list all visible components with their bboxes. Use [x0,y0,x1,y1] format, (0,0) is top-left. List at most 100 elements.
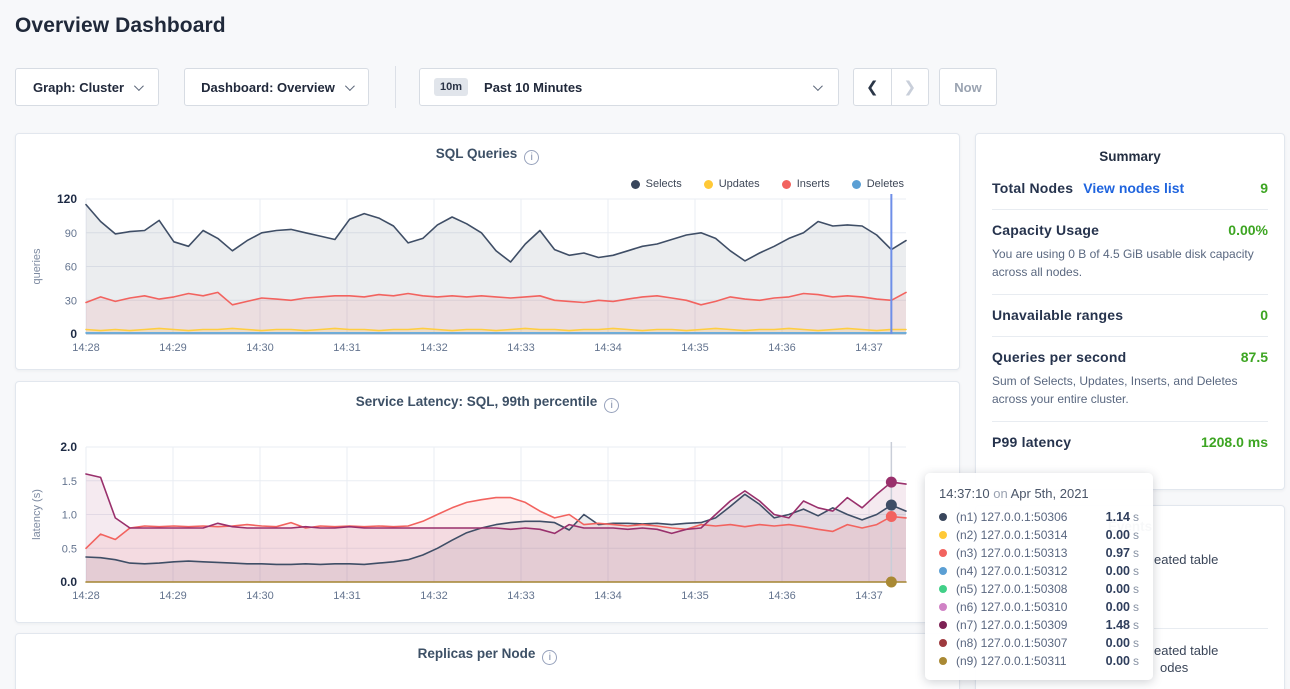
legend-item-deletes[interactable]: Deletes [852,178,904,190]
tooltip-row: (n2) 127.0.0.1:503140.00s [939,526,1139,544]
chart-card-replicas-per-node: Replicas per Node i [15,633,960,689]
summary-label: Unavailable ranges [992,307,1123,323]
node-label: (n6) 127.0.0.1:50310 [956,600,1106,614]
event-fragment: odes [1160,660,1188,675]
legend-label: Inserts [797,178,830,190]
node-color-dot [939,531,947,539]
chevron-down-icon [813,81,823,91]
x-tick-label: 14:34 [594,342,622,354]
dashboard-dropdown[interactable]: Dashboard: Overview [184,68,369,106]
legend-label: Selects [646,178,682,190]
summary-item: Unavailable ranges0 [992,295,1268,337]
tooltip-row: (n3) 127.0.0.1:503130.97s [939,544,1139,562]
legend-label: Updates [719,178,760,190]
x-tick-label: 14:30 [246,342,274,354]
x-tick-label: 14:28 [72,342,100,354]
series-area-Inserts [86,292,906,334]
time-range-picker[interactable]: 10m Past 10 Minutes [419,68,839,106]
hover-dot-(n3) 127.0.0.1:50313 [886,511,897,522]
sql-queries-chart[interactable]: 14:2814:2914:3014:3114:3214:3314:3414:35… [16,134,959,362]
graph-dropdown[interactable]: Graph: Cluster [15,68,159,106]
x-tick-label: 14:30 [246,590,274,602]
x-tick-label: 14:36 [768,342,796,354]
summary-description: You are using 0 B of 4.5 GiB usable disk… [992,245,1268,281]
time-range-label: Past 10 Minutes [484,80,582,95]
x-tick-label: 14:36 [768,590,796,602]
summary-label: P99 latency [992,434,1071,450]
next-time-button[interactable]: ❯ [892,69,929,105]
x-tick-label: 14:35 [681,342,709,354]
node-latency-value: 0.97 [1106,546,1130,560]
graph-dropdown-label: Graph: Cluster [33,80,124,95]
hover-dot-(n7) 127.0.0.1:50309 [886,477,897,488]
y-tick-label: 30 [65,295,77,307]
x-tick-label: 14:32 [420,342,448,354]
sql-queries-plot-area[interactable]: 14:2814:2914:3014:3114:3214:3314:3414:35… [16,134,961,362]
summary-item: Queries per second87.5Sum of Selects, Up… [992,337,1268,422]
x-tick-label: 14:35 [681,590,709,602]
summary-value: 9 [1260,180,1268,196]
node-color-dot [939,585,947,593]
node-color-dot [939,603,947,611]
x-tick-label: 14:33 [507,590,535,602]
node-latency-value: 0.00 [1106,528,1130,542]
tooltip-row: (n1) 127.0.0.1:503061.14s [939,508,1139,526]
summary-item: P99 latency 1208.0 ms [992,422,1268,463]
prev-time-button[interactable]: ❮ [854,69,892,105]
chart-title-text: SQL Queries [436,146,518,161]
y-tick-label: 2.0 [60,440,77,454]
node-latency-value: 0.00 [1106,600,1130,614]
tooltip-row: (n5) 127.0.0.1:503080.00s [939,580,1139,598]
node-latency-value: 1.14 [1106,510,1130,524]
legend-item-selects[interactable]: Selects [631,178,682,190]
legend-dot [852,180,861,189]
node-latency-unit: s [1133,582,1139,596]
chart-title: Service Latency: SQL, 99th percentilei [16,394,959,413]
info-icon[interactable]: i [604,398,619,413]
chevron-down-icon [134,81,144,91]
y-axis-unit-label: queries [31,248,43,285]
chart-hover-tooltip: 14:37:10 on Apr 5th, 2021 (n1) 127.0.0.1… [925,473,1153,680]
summary-items: Total Nodes View nodes list 9 Capacity Usag… [992,168,1268,463]
legend-dot [631,180,640,189]
service-latency-chart[interactable]: 14:2814:2914:3014:3114:3214:3314:3414:35… [16,382,959,610]
tooltip-row: (n6) 127.0.0.1:503100.00s [939,598,1139,616]
chart-title-text: Replicas per Node [418,646,536,661]
node-color-dot [939,567,947,575]
x-tick-label: 14:37 [855,342,883,354]
info-icon[interactable]: i [542,650,557,665]
legend-item-inserts[interactable]: Inserts [782,178,830,190]
hover-dot-(n1) 127.0.0.1:50306 [886,500,897,511]
event-fragment: eated table [1154,643,1218,658]
service-latency-plot-area[interactable]: 14:2814:2914:3014:3114:3214:3314:3414:35… [16,382,961,610]
summary-description: Sum of Selects, Updates, Inserts, and De… [992,372,1268,408]
tooltip-date: Apr 5th, 2021 [1011,486,1089,501]
node-color-dot [939,621,947,629]
summary-item: Capacity Usage0.00%You are using 0 B of … [992,210,1268,295]
summary-item: Total Nodes View nodes list 9 [992,168,1268,210]
y-tick-label: 1.5 [62,476,77,488]
tooltip-row: (n8) 127.0.0.1:503070.00s [939,634,1139,652]
time-range-badge: 10m [434,78,468,96]
x-tick-label: 14:31 [333,342,361,354]
now-button[interactable]: Now [939,68,997,106]
node-latency-unit: s [1133,654,1139,668]
node-latency-unit: s [1133,510,1139,524]
legend-item-updates[interactable]: Updates [704,178,760,190]
summary-panel: Summary Total NodesView nodes list9Capac… [975,133,1285,490]
node-latency-value: 0.00 [1106,564,1130,578]
y-tick-label: 0 [70,327,77,341]
node-latency-unit: s [1133,546,1139,560]
view-nodes-list-link[interactable]: View nodes list [1083,180,1184,196]
chart-legend: Selects Updates Inserts Deletes [631,178,904,190]
node-label: (n5) 127.0.0.1:50308 [956,582,1106,596]
info-icon[interactable]: i [524,150,539,165]
chevron-down-icon [345,81,355,91]
summary-label: Queries per second [992,349,1126,365]
y-tick-label: 0.0 [60,575,77,589]
node-latency-value: 0.00 [1106,636,1130,650]
summary-value: 1208.0 ms [1201,434,1268,450]
tooltip-time: 14:37:10 [939,486,990,501]
x-tick-label: 14:32 [420,590,448,602]
summary-label: Total Nodes [992,180,1073,196]
